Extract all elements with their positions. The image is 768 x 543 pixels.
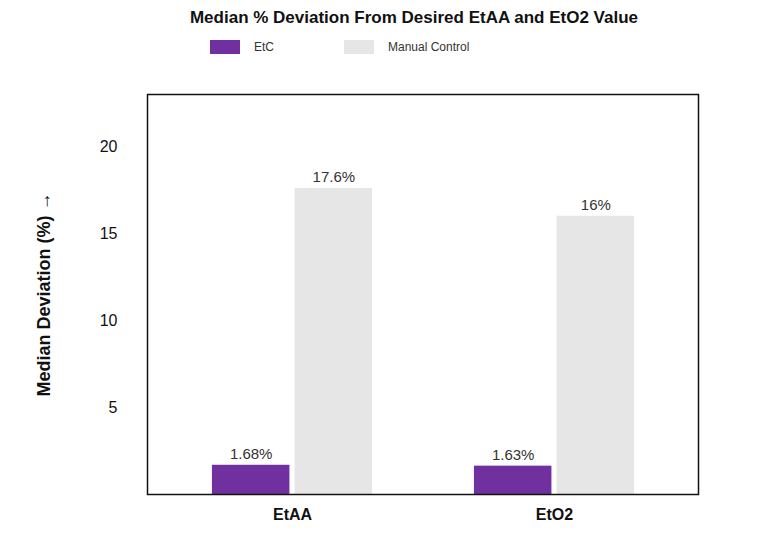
svg-text:10: 10	[100, 312, 118, 329]
svg-text:5: 5	[109, 399, 118, 416]
svg-text:EtO2: EtO2	[536, 506, 573, 523]
svg-text:1.68%: 1.68%	[230, 445, 273, 462]
svg-text:15: 15	[100, 225, 118, 242]
html-text:EtC: EtC	[254, 40, 274, 54]
svg-text:17.6%: 17.6%	[313, 168, 356, 185]
svg-text:EtAA: EtAA	[273, 506, 313, 523]
svg-text:1.63%: 1.63%	[492, 446, 535, 463]
svg-text:20: 20	[100, 138, 118, 155]
svg-text:16%: 16%	[581, 196, 611, 213]
html-text:Manual Control: Manual Control	[388, 40, 470, 54]
html-text:Median % Deviation From Desire: Median % Deviation From Desired EtAA and…	[190, 8, 638, 27]
svg-text:Median Deviation (%) →: Median Deviation (%) →	[34, 192, 54, 396]
